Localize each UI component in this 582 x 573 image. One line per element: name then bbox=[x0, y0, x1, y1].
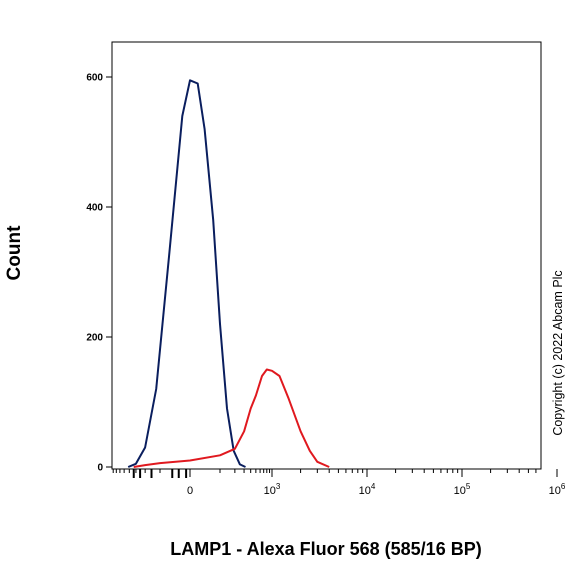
histogram-series bbox=[127, 79, 330, 468]
x-tick-label: 105 bbox=[454, 482, 471, 497]
copyright-annotation: Copyright (c) 2022 Abcam Plc bbox=[551, 270, 565, 435]
y-tick-label: 400 bbox=[86, 203, 103, 214]
plot-frame bbox=[111, 41, 542, 470]
y-tick-label: 0 bbox=[97, 463, 103, 474]
series-line-2 bbox=[133, 368, 330, 468]
y-tick-label: 600 bbox=[86, 73, 103, 84]
x-axis-ticks: 0 103 104 105 106 bbox=[112, 469, 566, 497]
y-tick-label: 200 bbox=[86, 333, 103, 344]
series-line-1 bbox=[127, 79, 246, 468]
x-tick-label: 104 bbox=[359, 482, 376, 497]
y-axis-title: Count bbox=[4, 225, 25, 281]
x-axis-title: LAMP1 - Alexa Fluor 568 (585/16 BP) bbox=[170, 539, 481, 559]
x-tick-label: 0 bbox=[187, 485, 193, 497]
x-tick-label: 106 bbox=[549, 482, 566, 497]
y-axis-ticks: 0 200 400 600 bbox=[86, 73, 112, 474]
x-tick-label: 103 bbox=[264, 482, 281, 497]
